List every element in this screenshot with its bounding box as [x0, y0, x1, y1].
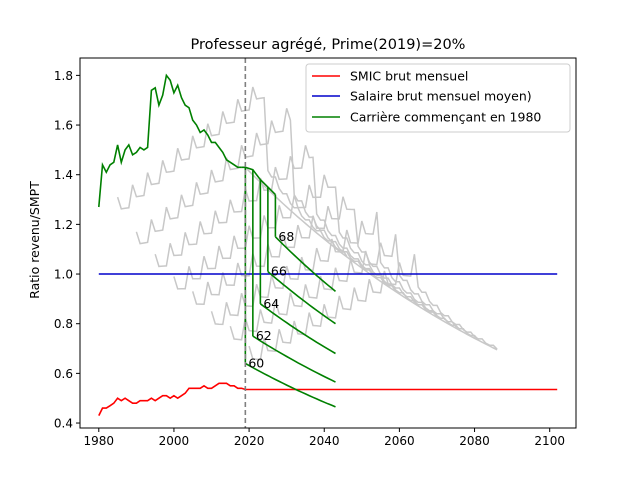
- pension-line-66: [267, 270, 336, 325]
- gray-career-line: [229, 234, 479, 341]
- y-tick-label: 1.4: [54, 168, 73, 182]
- pension-line-64: [259, 303, 336, 355]
- gray-career-line: [173, 174, 419, 306]
- gray-career-line: [135, 108, 374, 277]
- retirement-age-label-64: 64: [263, 296, 279, 311]
- y-tick-label: 0.4: [54, 417, 73, 431]
- y-tick-label: 1.0: [54, 268, 73, 282]
- gray-career-line: [116, 86, 348, 257]
- plot-frame: [79, 57, 577, 429]
- chart-title: Professeur agrégé, Prime(2019)=20%: [191, 37, 466, 53]
- x-tick-label: 2060: [384, 434, 415, 448]
- retirement-age-label-62: 62: [256, 328, 272, 343]
- retirement-age-label-66: 66: [271, 264, 287, 279]
- gray-career-line: [248, 254, 498, 361]
- legend-label-smic: SMIC brut mensuel: [350, 69, 468, 84]
- legend-box: [305, 63, 571, 133]
- series-line-carriere: [98, 73, 242, 208]
- gray-career-line: [191, 196, 438, 318]
- x-tick-label: 2040: [309, 434, 340, 448]
- legend-label-salaire: Salaire brut mensuel moyen): [350, 89, 532, 104]
- pension-line-68: [274, 236, 337, 293]
- retirement-age-label-68: 68: [278, 229, 294, 244]
- series-line-smic: [98, 382, 558, 416]
- pension-line-60: [244, 362, 336, 408]
- y-tick-label: 1.2: [54, 218, 73, 232]
- legend: SMIC brut mensuel Salaire brut mensuel m…: [305, 63, 571, 133]
- x-tick-label: 2080: [459, 434, 490, 448]
- x-tick-label: 2100: [534, 434, 565, 448]
- x-tick-label: 2020: [234, 434, 265, 448]
- y-tick-label: 0.6: [54, 367, 73, 381]
- y-tick-label: 1.6: [54, 119, 73, 133]
- y-axis-label: Ratio revenu/SMPT: [27, 181, 42, 299]
- x-tick-label: 2000: [159, 434, 190, 448]
- retirement-age-label-60: 60: [248, 355, 264, 370]
- y-tick-label: 1.8: [54, 69, 73, 83]
- y-tick-label: 0.8: [54, 317, 73, 331]
- gray-career-line: [154, 145, 397, 292]
- pension-line-62: [252, 335, 336, 383]
- legend-label-carriere: Carrière commençant en 1980: [350, 110, 541, 125]
- x-tick-label: 1980: [84, 434, 115, 448]
